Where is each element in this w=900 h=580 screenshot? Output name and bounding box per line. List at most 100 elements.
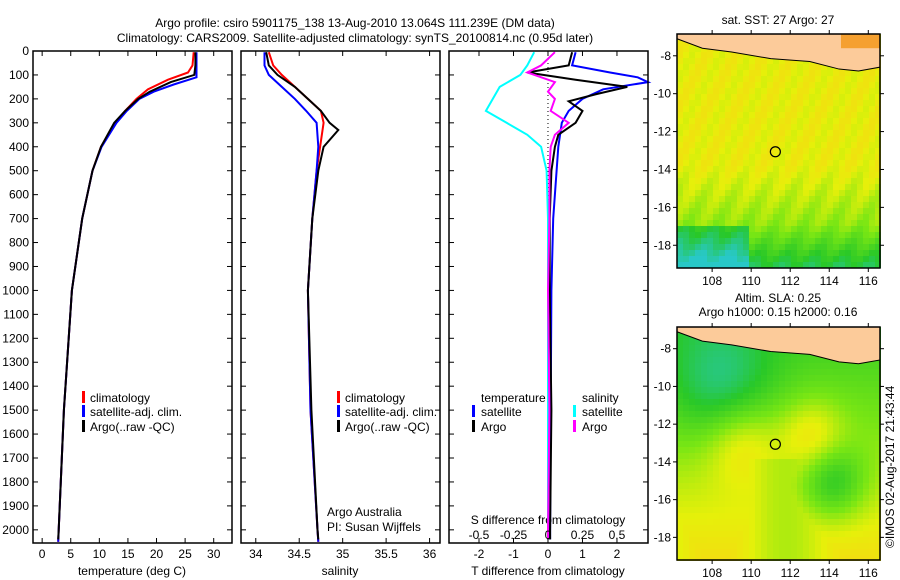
land-region [840, 34, 880, 49]
map-cell [767, 471, 773, 477]
map-cell [857, 369, 863, 375]
legend-label: Argo(..raw -QC) [345, 420, 430, 434]
map-cell [695, 46, 701, 52]
map-cell [677, 333, 683, 339]
profile-panel-1: 34 34.5 35 35.5 36 [240, 50, 441, 561]
map-cell [809, 202, 815, 208]
map-cell [725, 417, 731, 423]
map-cell [869, 172, 875, 178]
map-cell [677, 555, 683, 561]
map-cell [839, 525, 845, 531]
map-cell [761, 465, 767, 471]
map-cell [725, 453, 731, 459]
map-cell [683, 471, 689, 477]
map-cell [827, 399, 833, 405]
map-cell [743, 429, 749, 435]
map-cell [683, 465, 689, 471]
map-cell [845, 208, 851, 214]
map-cell [815, 76, 821, 82]
map-cell [779, 208, 785, 214]
map-cell [815, 190, 821, 196]
map-cell [809, 411, 815, 417]
map-cell [713, 52, 719, 58]
map-cell [797, 190, 803, 196]
map-cell [809, 489, 815, 495]
map-cell [785, 136, 791, 142]
map-cell [755, 202, 761, 208]
map-cell [785, 118, 791, 124]
map-cell [809, 178, 815, 184]
map-cell [779, 393, 785, 399]
map-cell [869, 441, 875, 447]
map-cell [677, 477, 683, 483]
map-cell [761, 172, 767, 178]
x2-tick-label: -0.25 [500, 528, 528, 542]
map-cell [749, 166, 755, 172]
map-cell [863, 88, 869, 94]
map-cell [725, 184, 731, 190]
map-cell [869, 489, 875, 495]
map-cell [749, 64, 755, 70]
map-cell [737, 483, 743, 489]
map-cell [833, 256, 839, 262]
map-cell [863, 118, 869, 124]
map-cell [683, 220, 689, 226]
map-cell [755, 250, 761, 256]
map-cell [689, 363, 695, 369]
map-cell [779, 184, 785, 190]
map-cell [743, 244, 749, 250]
map-cell [677, 160, 683, 166]
map-cell [773, 238, 779, 244]
map-cell [755, 459, 761, 465]
map-cell [869, 483, 875, 489]
map-cell [845, 411, 851, 417]
map-cell [839, 166, 845, 172]
map-cell [815, 465, 821, 471]
map-cell [695, 375, 701, 381]
map-cell [803, 208, 809, 214]
map-cell [767, 555, 773, 561]
map-cell [749, 531, 755, 537]
map-cell [707, 531, 713, 537]
map-cell [821, 184, 827, 190]
argo-location-marker [769, 146, 781, 158]
map-cell [689, 154, 695, 160]
map-cell [707, 447, 713, 453]
map-cell [719, 549, 725, 555]
map-cell [809, 495, 815, 501]
map-cell [845, 160, 851, 166]
map-cell [737, 106, 743, 112]
map-cell [683, 357, 689, 363]
map-cell [767, 453, 773, 459]
map-cell [833, 495, 839, 501]
map-cell [755, 208, 761, 214]
map-cell [851, 501, 857, 507]
x2-tick-label: -0.5 [469, 528, 490, 542]
map-cell [839, 172, 845, 178]
map-cell [725, 58, 731, 64]
map-cell [839, 549, 845, 555]
map-cell [719, 184, 725, 190]
map-cell [677, 519, 683, 525]
map-cell [689, 88, 695, 94]
map-cell [713, 130, 719, 136]
map-cell [827, 166, 833, 172]
map-cell [707, 423, 713, 429]
map-cell [857, 262, 863, 268]
map-cell [833, 363, 839, 369]
map-cell [815, 525, 821, 531]
map-cell [863, 495, 869, 501]
x-tick-label: -1 [508, 547, 519, 561]
map-cell [749, 250, 755, 256]
map-cell [779, 531, 785, 537]
map-cell [821, 100, 827, 106]
map-cell [761, 351, 767, 357]
map-cell [677, 483, 683, 489]
map-cell [803, 375, 809, 381]
map-cell [701, 82, 707, 88]
map-cell [791, 369, 797, 375]
map-cell [755, 154, 761, 160]
map-cell [719, 148, 725, 154]
map-cell [869, 166, 875, 172]
map-cell [821, 172, 827, 178]
